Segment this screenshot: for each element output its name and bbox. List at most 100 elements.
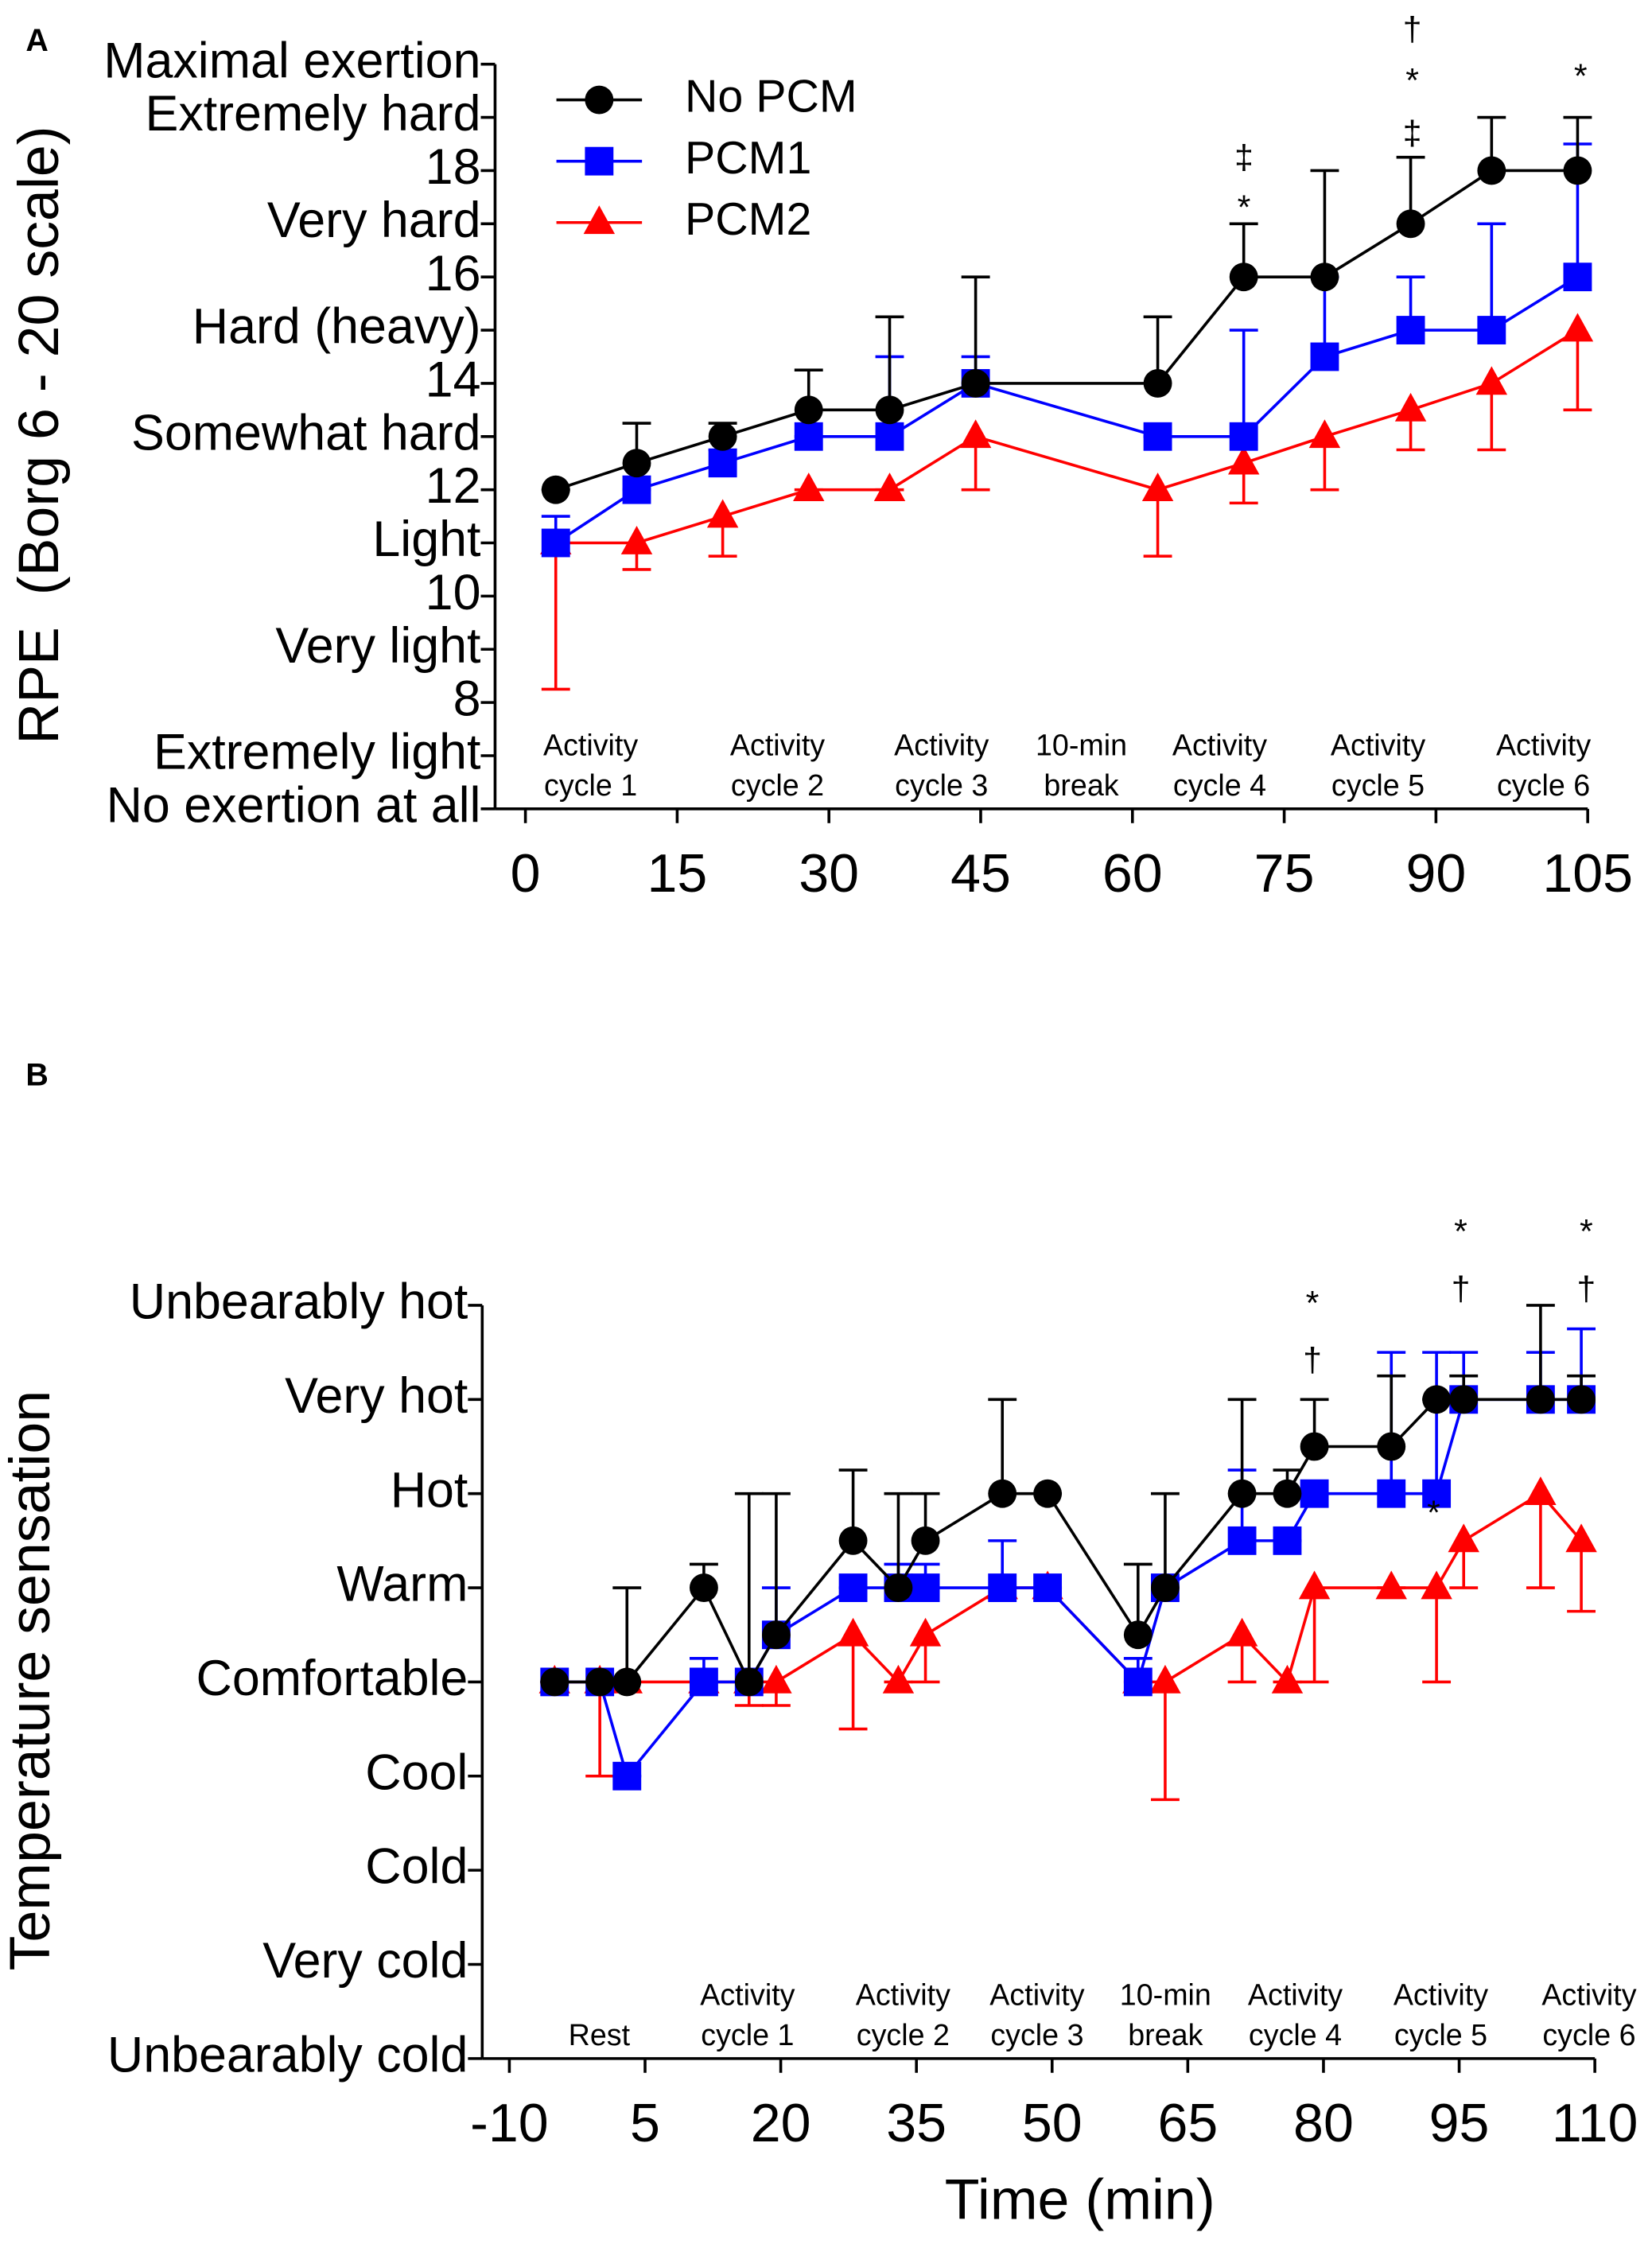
error-bar xyxy=(1229,329,1258,437)
phase-label: Activity xyxy=(894,729,989,762)
phase-label: 10-min xyxy=(1036,729,1127,762)
y-tick-label: Very hot xyxy=(285,1368,468,1424)
data-point xyxy=(961,368,990,398)
y-tick-label: Very light xyxy=(275,618,480,674)
data-point xyxy=(1227,445,1260,475)
data-point xyxy=(541,475,570,504)
x-tick-label: 20 xyxy=(751,2093,811,2153)
data-point xyxy=(1141,473,1174,501)
x-tick-label: 50 xyxy=(1022,2093,1083,2153)
y-tick-label: 12 xyxy=(426,458,481,514)
data-point xyxy=(875,395,904,425)
significance-mark: * xyxy=(1427,1494,1440,1532)
data-point xyxy=(873,473,906,501)
y-axis-title: RPE (Borg 6 - 20 scale) xyxy=(7,126,71,744)
error-bar xyxy=(1563,330,1592,412)
data-point xyxy=(1525,1476,1557,1506)
data-point xyxy=(1422,1385,1452,1414)
phase-label: cycle 2 xyxy=(857,2018,950,2051)
y-tick-label: Unbearably hot xyxy=(130,1274,468,1330)
x-tick-label: 30 xyxy=(799,843,859,904)
error-bar xyxy=(884,1491,913,1589)
phase-label: cycle 5 xyxy=(1331,768,1425,802)
data-point xyxy=(1298,1570,1331,1600)
data-point xyxy=(1563,156,1592,185)
error-bar xyxy=(1567,1540,1596,1613)
data-point xyxy=(1229,422,1258,451)
phase-label: cycle 1 xyxy=(701,2018,794,2051)
data-point xyxy=(838,1526,868,1555)
phase-label: Activity xyxy=(700,1978,795,2012)
data-point xyxy=(689,1573,718,1602)
y-tick-label: 10 xyxy=(426,565,481,620)
phase-label: break xyxy=(1128,2018,1203,2051)
data-point xyxy=(1149,1664,1181,1694)
data-point xyxy=(1396,209,1425,239)
error-bar xyxy=(838,1635,868,1731)
data-point xyxy=(1396,316,1425,344)
data-point xyxy=(794,422,823,451)
y-tick-label: Comfortable xyxy=(196,1651,468,1706)
data-point xyxy=(1227,1479,1257,1508)
y-tick-label: Hot xyxy=(391,1462,468,1518)
x-tick-label: 65 xyxy=(1157,2093,1218,2153)
data-point xyxy=(1477,156,1506,185)
y-tick-label: 18 xyxy=(426,139,481,195)
y-tick-label: 14 xyxy=(426,352,481,407)
error-bar xyxy=(1150,1682,1180,1802)
x-tick-label: -10 xyxy=(470,2093,548,2153)
data-point xyxy=(1300,1432,1329,1461)
data-point xyxy=(612,1667,642,1697)
error-bar xyxy=(1477,222,1506,331)
data-point xyxy=(794,395,823,425)
data-point xyxy=(1394,392,1427,422)
error-bar xyxy=(988,1398,1017,1494)
data-point xyxy=(1422,1479,1452,1508)
data-point xyxy=(1563,263,1592,292)
error-bar xyxy=(1227,1398,1257,1494)
significance-mark: * xyxy=(1238,189,1251,227)
significance-mark: ‡ xyxy=(1234,138,1254,177)
error-bar xyxy=(761,1491,791,1635)
error-bar xyxy=(1422,1351,1452,1494)
data-point xyxy=(706,499,739,528)
data-point xyxy=(540,1667,569,1697)
data-point xyxy=(708,449,737,478)
significance-mark: † xyxy=(1576,1270,1596,1308)
phase-label: cycle 4 xyxy=(1249,2018,1342,2051)
phase-label: Activity xyxy=(543,729,638,762)
data-point xyxy=(882,1664,915,1694)
phase-label: cycle 3 xyxy=(990,2018,1083,2051)
data-point xyxy=(1300,1479,1329,1508)
legend-marker xyxy=(583,205,616,235)
data-point xyxy=(689,1667,718,1697)
data-point xyxy=(1526,1385,1555,1414)
error-bar xyxy=(961,275,990,383)
significance-mark: † xyxy=(1403,10,1422,49)
phase-label: Activity xyxy=(1172,729,1267,762)
phase-label: cycle 6 xyxy=(1497,768,1590,802)
data-point xyxy=(1150,1573,1180,1602)
error-bar xyxy=(1150,1491,1180,1589)
phase-label: Activity xyxy=(1248,1978,1343,2012)
data-point xyxy=(708,422,737,451)
phase-label: cycle 5 xyxy=(1394,2018,1487,2051)
legend-label: No PCM xyxy=(685,72,857,123)
y-tick-label: Somewhat hard xyxy=(131,405,480,461)
data-point xyxy=(1123,1667,1153,1697)
legend-marker xyxy=(585,146,614,176)
data-point xyxy=(1308,419,1341,449)
data-point xyxy=(1271,1664,1304,1694)
x-tick-label: 110 xyxy=(1552,2093,1638,2153)
y-tick-label: Cool xyxy=(365,1744,468,1800)
series-line xyxy=(555,329,1579,545)
error-bar xyxy=(1526,1304,1555,1400)
data-point xyxy=(1565,1523,1597,1553)
error-bar xyxy=(585,1682,615,1778)
data-point xyxy=(1561,313,1594,342)
x-tick-label: 5 xyxy=(630,2093,660,2153)
error-bar xyxy=(734,1491,764,1682)
error-bar xyxy=(1310,169,1339,278)
